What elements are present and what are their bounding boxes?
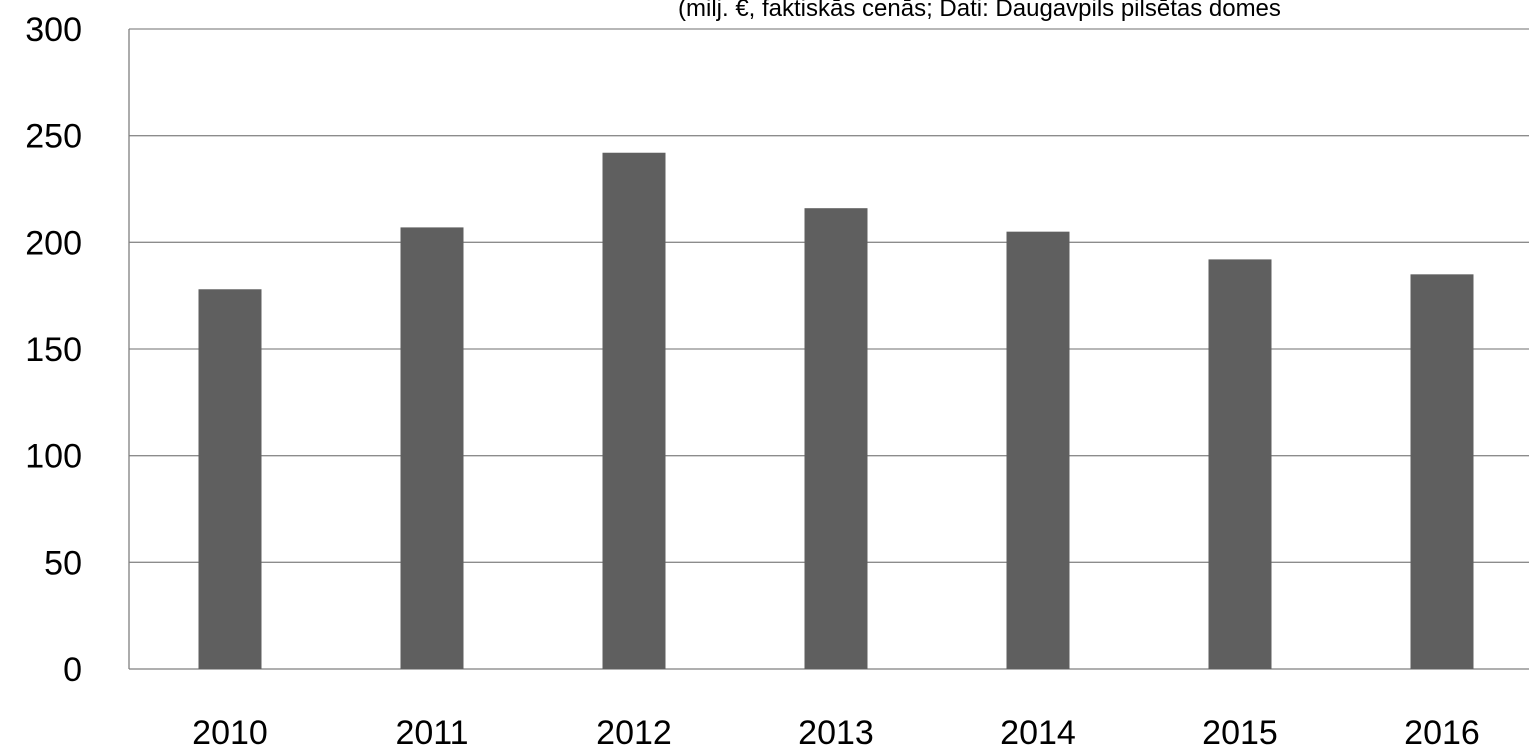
x-tick-label: 2015 [1202, 714, 1278, 749]
y-tick-label: 200 [25, 224, 82, 262]
bar-2013 [804, 208, 868, 669]
x-tick-label: 2011 [395, 714, 468, 749]
y-axis-ticks: 0 50 100 150 200 250 300 [25, 11, 82, 689]
bar-2012 [602, 152, 666, 669]
y-tick-label: 50 [44, 544, 82, 582]
x-tick-label: 2016 [1404, 714, 1480, 749]
y-tick-label: 0 [63, 651, 82, 689]
bar-2010 [198, 289, 262, 669]
bar-2015 [1208, 259, 1272, 669]
x-axis-ticks: 2010 2011 2012 2013 2014 2015 2016 [192, 714, 1480, 749]
y-tick-label: 150 [25, 331, 82, 369]
x-tick-label: 2014 [1000, 714, 1076, 749]
bar-2014 [1006, 231, 1070, 669]
y-tick-label: 300 [25, 11, 82, 49]
x-tick-label: 2013 [798, 714, 874, 749]
bar-2016 [1410, 274, 1474, 669]
chart-subtitle: (milj. €, faktiskās cenās; Dati: Daugavp… [678, 0, 1281, 22]
bars [198, 152, 1474, 669]
x-tick-label: 2010 [192, 714, 268, 749]
y-tick-label: 100 [25, 438, 82, 476]
bar-2011 [400, 227, 464, 669]
x-tick-label: 2012 [596, 714, 672, 749]
y-tick-label: 250 [25, 118, 82, 156]
